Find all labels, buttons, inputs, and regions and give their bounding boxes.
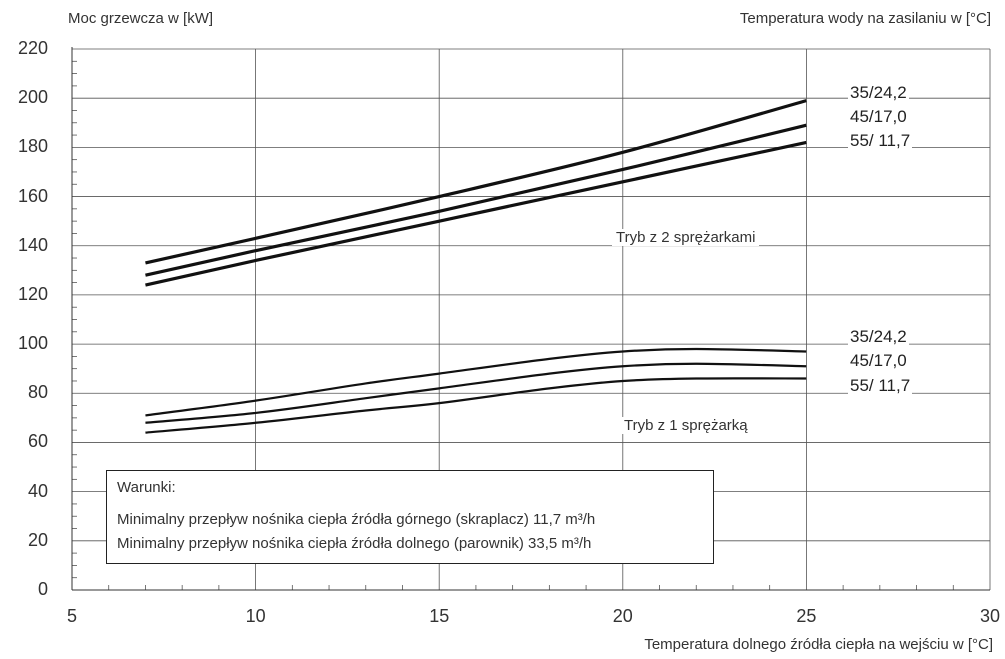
series-line-mode1-3 bbox=[145, 140, 807, 287]
series-lines bbox=[145, 99, 807, 434]
conditions-line-upper-source: Minimalny przepływ nośnika ciepła źródła… bbox=[117, 511, 596, 528]
series-label: 55/ 11,7 bbox=[848, 375, 913, 397]
y-tick-label: 80 bbox=[27, 382, 48, 403]
conditions-box: Warunki: Minimalny przepływ nośnika ciep… bbox=[106, 470, 714, 564]
series-label: 45/17,0 bbox=[848, 106, 909, 128]
series-group-title: Temperatura wody na zasilaniu w [°C] bbox=[739, 10, 991, 27]
x-tick-label: 25 bbox=[796, 606, 817, 626]
y-tick-label: 140 bbox=[17, 234, 48, 255]
x-tick-label: 5 bbox=[67, 606, 78, 626]
series-label: 45/17,0 bbox=[848, 350, 909, 372]
series-label: 35/24,2 bbox=[848, 326, 909, 348]
mode-label-two-compressors: Tryb z 2 sprężarkami bbox=[612, 229, 760, 246]
y-tick-label: 40 bbox=[27, 480, 48, 501]
y-tick-label: 220 bbox=[17, 38, 48, 58]
y-tick-label: 100 bbox=[17, 333, 48, 354]
y-tick-label: 0 bbox=[37, 579, 48, 599]
y-tick-label: 20 bbox=[27, 529, 48, 550]
conditions-line-lower-source: Minimalny przepływ nośnika ciepła źródła… bbox=[117, 535, 592, 552]
y-tick-label: 160 bbox=[17, 185, 48, 206]
x-tick-label: 30 bbox=[980, 606, 1001, 626]
series-label: 35/24,2 bbox=[848, 82, 909, 104]
y-tick-label: 120 bbox=[17, 283, 48, 304]
series-line-mode1-1 bbox=[145, 99, 807, 265]
series-label: 55/ 11,7 bbox=[848, 130, 913, 152]
axes bbox=[71, 47, 990, 591]
x-tick-label: 20 bbox=[612, 606, 633, 626]
conditions-title: Warunki: bbox=[117, 479, 176, 496]
series-line-mode2-2 bbox=[145, 362, 807, 424]
y-tick-label: 200 bbox=[17, 87, 48, 108]
mode-label-one-compressor: Tryb z 1 sprężarką bbox=[620, 417, 752, 434]
series-line-mode2-3 bbox=[145, 377, 807, 434]
series-line-mode1-2 bbox=[145, 123, 807, 277]
x-axis-title: Temperatura dolnego źródła ciepła na wej… bbox=[644, 636, 993, 653]
x-tick-label: 15 bbox=[429, 606, 450, 626]
y-axis-title: Moc grzewcza w [kW] bbox=[68, 10, 214, 27]
series-line-mode2-1 bbox=[145, 347, 807, 417]
y-tick-label: 60 bbox=[27, 431, 48, 452]
y-tick-label: 180 bbox=[17, 136, 48, 157]
x-tick-label: 10 bbox=[245, 606, 266, 626]
